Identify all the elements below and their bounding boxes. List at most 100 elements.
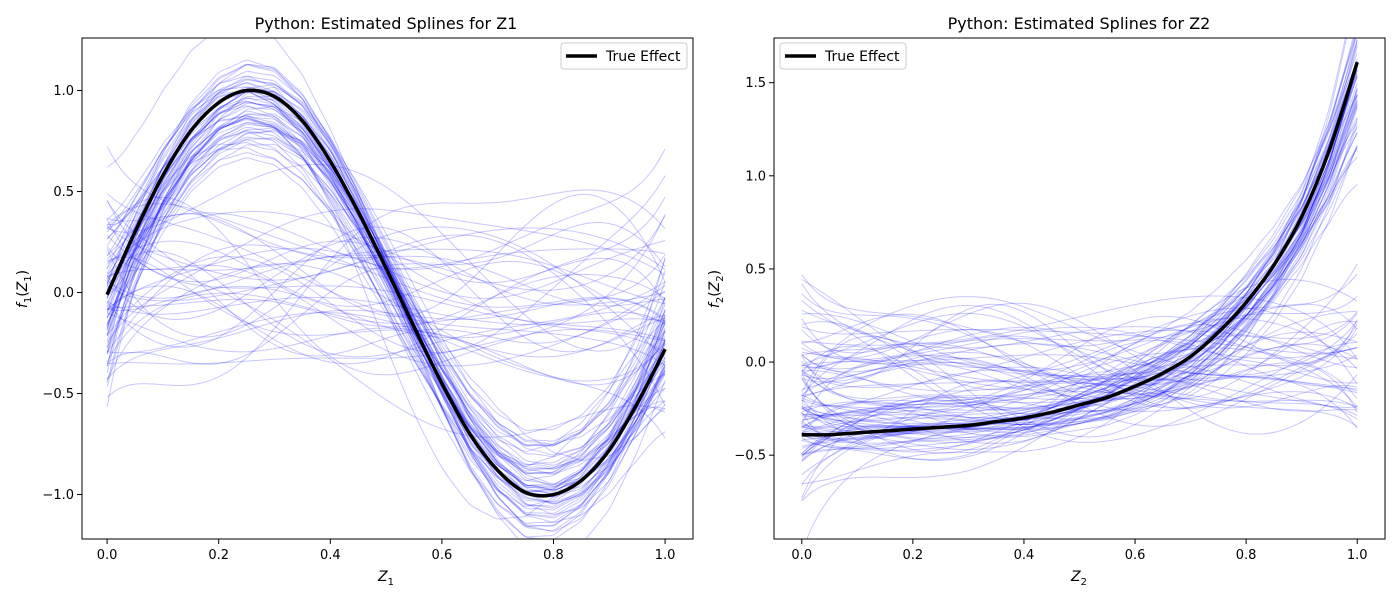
estimated-spline-line bbox=[801, 38, 1355, 421]
estimated-spline-line bbox=[106, 196, 666, 365]
estimated-spline-line bbox=[106, 110, 666, 520]
estimated-spline-line bbox=[106, 70, 666, 447]
estimated-spline-line bbox=[107, 273, 666, 328]
estimated-spline-line bbox=[801, 335, 1358, 409]
estimated-spline-line bbox=[106, 235, 666, 305]
estimated-spline-line bbox=[801, 324, 1358, 454]
estimated-spline-line bbox=[801, 321, 1358, 391]
plot-frame bbox=[81, 37, 694, 540]
estimated-spline-line bbox=[106, 79, 666, 527]
chart-title: Python: Estimated Splines for Z1 bbox=[255, 14, 518, 33]
x-axis-label-base: Z bbox=[377, 569, 388, 585]
y-axis: −0.5 0.0 0.5 1.0 1.5 bbox=[734, 76, 774, 464]
x-tick-label: 0.0 bbox=[791, 548, 812, 563]
y-tick-label: −0.5 bbox=[734, 449, 766, 464]
estimated-spline-line bbox=[801, 65, 1358, 433]
estimated-spline-line bbox=[106, 90, 666, 532]
x-tick-label: 0.2 bbox=[903, 548, 924, 563]
estimated-spline-line bbox=[106, 116, 666, 447]
estimated-spline-line bbox=[106, 38, 666, 467]
estimated-spline-line bbox=[801, 361, 1358, 408]
estimated-spline-line bbox=[801, 70, 1358, 434]
estimated-spline-line bbox=[106, 250, 666, 358]
estimated-spline-line bbox=[801, 347, 1358, 462]
estimated-spline-line bbox=[106, 215, 666, 291]
estimated-spline-line bbox=[806, 94, 1358, 539]
estimated-spline-line bbox=[801, 318, 1358, 377]
estimated-spline-line bbox=[801, 296, 1358, 408]
estimated-spline-line bbox=[801, 93, 1358, 443]
y-tick-label: 0.5 bbox=[53, 185, 74, 200]
y-tick-label: 1.0 bbox=[745, 169, 766, 184]
estimated-spline-line bbox=[801, 315, 1358, 402]
x-axis-label-sub: 1 bbox=[388, 577, 394, 588]
estimated-spline-line bbox=[106, 200, 666, 357]
estimated-spline-line bbox=[801, 361, 1358, 412]
estimated-spline-line bbox=[801, 335, 1358, 443]
estimated-spline-line bbox=[106, 163, 666, 352]
y-tick-label: 1.0 bbox=[53, 84, 74, 99]
x-tick-label: 0.6 bbox=[1125, 548, 1146, 563]
plot-frame bbox=[773, 37, 1386, 540]
x-tick-label: 0.8 bbox=[543, 548, 564, 563]
estimated-spline-line bbox=[801, 313, 1358, 381]
estimated-spline-line bbox=[801, 184, 1358, 430]
legend: True Effect bbox=[779, 42, 907, 70]
estimated-spline-line bbox=[106, 219, 666, 341]
estimated-spline-line bbox=[801, 132, 1358, 450]
estimated-spline-line bbox=[106, 226, 666, 359]
estimated-spline-line bbox=[801, 323, 1358, 383]
estimated-spline-line bbox=[106, 208, 666, 344]
true-effect-layer bbox=[105, 88, 667, 498]
estimated-spline-line bbox=[106, 117, 666, 524]
legend-box bbox=[560, 42, 688, 70]
estimated-spline-line bbox=[106, 193, 666, 317]
estimated-spline-line bbox=[106, 312, 666, 358]
estimated-spline-line bbox=[801, 57, 1358, 438]
estimated-spline-line bbox=[801, 94, 1358, 425]
chart-z2: Python: Estimated Splines for Z2 0.0 0.2 0… bbox=[707, 14, 1386, 588]
estimated-spline-line bbox=[106, 240, 666, 322]
y-axis-label-arg-sub: 2 bbox=[715, 275, 726, 281]
estimated-spline-line bbox=[106, 175, 666, 353]
x-axis-label: Z2 bbox=[1070, 569, 1087, 588]
estimated-spline-line bbox=[106, 78, 666, 456]
y-tick-label: 0.5 bbox=[745, 262, 766, 277]
x-axis: 0.0 0.2 0.4 0.6 0.8 1.0 bbox=[791, 539, 1368, 563]
estimated-spline-line bbox=[801, 117, 1358, 455]
estimated-spline-line bbox=[801, 304, 1358, 410]
estimated-spline-line bbox=[801, 296, 1358, 372]
estimated-spline-line bbox=[106, 126, 666, 523]
estimated-spline-line bbox=[107, 286, 666, 339]
estimated-spline-line bbox=[801, 99, 1358, 485]
x-tick-label: 1.0 bbox=[655, 548, 676, 563]
estimated-spline-line bbox=[801, 326, 1358, 435]
estimated-spline-line bbox=[106, 113, 666, 539]
estimated-spline-line bbox=[801, 125, 1358, 435]
estimated-spline-line bbox=[106, 143, 666, 505]
y-tick-label: −1.0 bbox=[42, 488, 74, 503]
estimated-spline-line bbox=[801, 293, 1358, 394]
estimated-spline-line bbox=[801, 335, 1358, 424]
x-tick-label: 0.4 bbox=[320, 548, 341, 563]
estimated-spline-line bbox=[801, 327, 1358, 409]
estimated-spline-line bbox=[106, 129, 666, 504]
estimated-spline-line bbox=[106, 101, 666, 489]
x-axis-label-sub: 2 bbox=[1081, 577, 1087, 588]
estimated-spline-line bbox=[801, 320, 1358, 376]
estimated-spline-line bbox=[106, 210, 666, 354]
y-axis-label-arg: Z bbox=[15, 281, 31, 292]
estimated-spline-line bbox=[106, 129, 666, 488]
estimated-spline-line bbox=[106, 226, 666, 353]
y-axis-label-func-sub: 2 bbox=[715, 297, 726, 303]
estimated-spline-line bbox=[106, 147, 666, 461]
y-axis: −1.0 −0.5 0.0 0.5 1.0 bbox=[42, 84, 82, 503]
estimated-spline-line bbox=[801, 147, 1358, 421]
estimated-spline-line bbox=[106, 200, 666, 438]
y-axis-label-arg-sub: 1 bbox=[23, 275, 34, 281]
estimated-spline-line bbox=[801, 95, 1358, 428]
estimated-spline-line bbox=[106, 193, 666, 367]
estimated-spline-line bbox=[801, 312, 1358, 438]
estimated-spline-line bbox=[801, 52, 1358, 405]
